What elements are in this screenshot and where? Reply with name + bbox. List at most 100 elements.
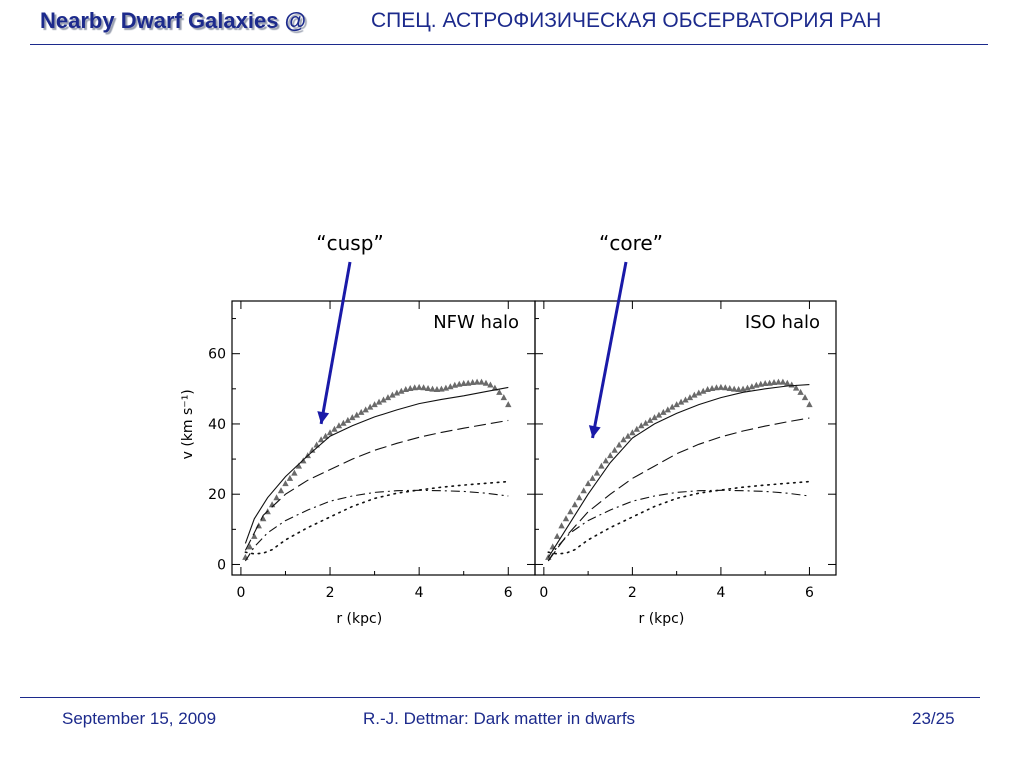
panel-2-observed-point [576, 494, 583, 501]
panel-1-observed-point [291, 469, 298, 476]
x-tick-label: 6 [805, 585, 814, 601]
y-tick-label: 0 [217, 557, 226, 573]
panel-2-observed-point [633, 425, 641, 432]
panel-1-observed-point [389, 391, 396, 398]
header-divider [30, 44, 988, 45]
panel-1-observed-point [295, 462, 303, 469]
panel-2-observed-point [784, 379, 791, 386]
panel-1-observed-point [500, 394, 508, 401]
panel-2-observed-point [775, 378, 782, 385]
panel-2-gas-line [547, 480, 811, 555]
panel-1-observed-point [353, 411, 360, 418]
panel-1-observed-point [460, 380, 467, 387]
panel-2-observed-point [553, 532, 561, 539]
y-tick-label: 60 [208, 347, 226, 363]
panel-1-observed-point [415, 383, 423, 390]
panel-2-observed-point [629, 429, 636, 436]
x-axis-label: r (kpc) [336, 611, 382, 627]
panel-2-observed-point [646, 416, 654, 423]
panel-2-observed-point [739, 385, 747, 392]
panel-1-observed-point [259, 515, 267, 522]
panel-2-observed-point [682, 396, 689, 403]
panel-2-observed-point [673, 401, 680, 408]
panel-1-observed-point [407, 384, 414, 391]
panel-1-observed-point [473, 378, 481, 385]
panel-1-gas-line [244, 480, 510, 555]
panel-1-observed-point [398, 387, 405, 394]
panel-2-observed-point [761, 380, 769, 387]
panel-1-label: NFW halo [433, 312, 519, 333]
panel-2-observed-point [717, 383, 725, 390]
panel-1-observed-point [335, 422, 343, 429]
panel-2-observed-point [655, 411, 663, 418]
panel-2-observed-point [770, 378, 778, 385]
panel-1-observed-point [451, 381, 458, 388]
panel-1-observed-point [478, 378, 485, 385]
panel-1-observed-point [424, 384, 432, 391]
panel-1-observed-point [380, 396, 387, 403]
panel-2-observed-point [691, 391, 698, 398]
panel-1-total-fit-line [244, 386, 509, 544]
footer-page-number: 23/25 [912, 709, 955, 728]
panel-2-observed-point [735, 386, 742, 393]
panel-2-label: ISO halo [745, 312, 820, 333]
panel-1-observed-point [487, 381, 494, 388]
panel-1-observed-point [469, 378, 476, 385]
x-axis-label: r (kpc) [639, 611, 685, 627]
panel-1-observed-point [420, 384, 427, 391]
panel-1-observed-point [505, 401, 512, 408]
panel-2-halo-line [547, 417, 810, 562]
panel-2-disk-line [547, 489, 810, 562]
panel-2-observed-point [567, 508, 574, 515]
panel-1-observed-point [286, 474, 294, 481]
panel-1-observed-point [309, 446, 316, 453]
core-arrow-shaft [591, 261, 628, 439]
panel-1-observed-point [340, 419, 347, 426]
panel-2-observed-point [664, 406, 671, 413]
x-tick-label: 4 [716, 585, 725, 601]
panel-1-observed-point [273, 494, 280, 501]
panel-2-observed-point [722, 384, 729, 391]
panel-2-observed-point [598, 462, 605, 469]
panel-2-observed-point [660, 408, 667, 415]
panel-2-observed-point [708, 384, 716, 391]
cusp-annotation-label: “cusp” [316, 231, 384, 255]
panel-1-observed-point [496, 388, 503, 395]
panel-2-observed-point [766, 379, 773, 386]
panel-2-observed-point [593, 469, 601, 476]
panel-1-observed-point [282, 480, 289, 487]
panel-2-observed-point [669, 403, 676, 410]
rotation-curve-figure: 0 2 4 6 0 20 40 60 NFW halo r (kpc) v (km s⁻¹) 0 2 4 6… [160, 220, 860, 640]
panel-2-observed-point [779, 378, 787, 385]
panel-1-observed-point [358, 408, 365, 415]
panel-2-observed-point [562, 515, 570, 522]
y-axis-label: v (km s⁻¹) [180, 389, 196, 459]
panel-2-observed-point [726, 384, 733, 391]
panel-2-observed-point [704, 386, 711, 393]
panel-1-observed-point [402, 386, 409, 393]
panel-1-observed-point [246, 543, 254, 550]
panel-2-observed-point [611, 446, 618, 453]
panel-2-observed-point [713, 384, 720, 391]
panel-2-observed-point [792, 384, 800, 391]
panel-2-observed-point [620, 436, 627, 443]
cusp-arrow-shaft [319, 261, 352, 425]
panel-1-disk-line [244, 489, 509, 562]
panel-2-observed-point [753, 381, 760, 388]
panel-1-observed-point [322, 432, 329, 439]
cusp-arrow-head [317, 411, 330, 424]
panel-2-observed-point [624, 432, 632, 439]
y-tick-label: 20 [208, 487, 226, 503]
panel-2-observed-point [580, 487, 587, 494]
x-tick-label: 4 [415, 585, 424, 601]
panel-2-observed-point [589, 474, 596, 481]
x-tick-label: 0 [539, 585, 548, 601]
panel-1-observed-point [464, 379, 472, 386]
core-arrow-head [588, 425, 601, 438]
panel-2-observed-point [686, 394, 694, 401]
panel-1-observed-point [393, 389, 401, 396]
panel-1-frame [231, 300, 536, 576]
panel-2-observed-point [730, 385, 738, 392]
x-tick-label: 0 [236, 585, 245, 601]
panel-1-observed-point [362, 406, 369, 413]
